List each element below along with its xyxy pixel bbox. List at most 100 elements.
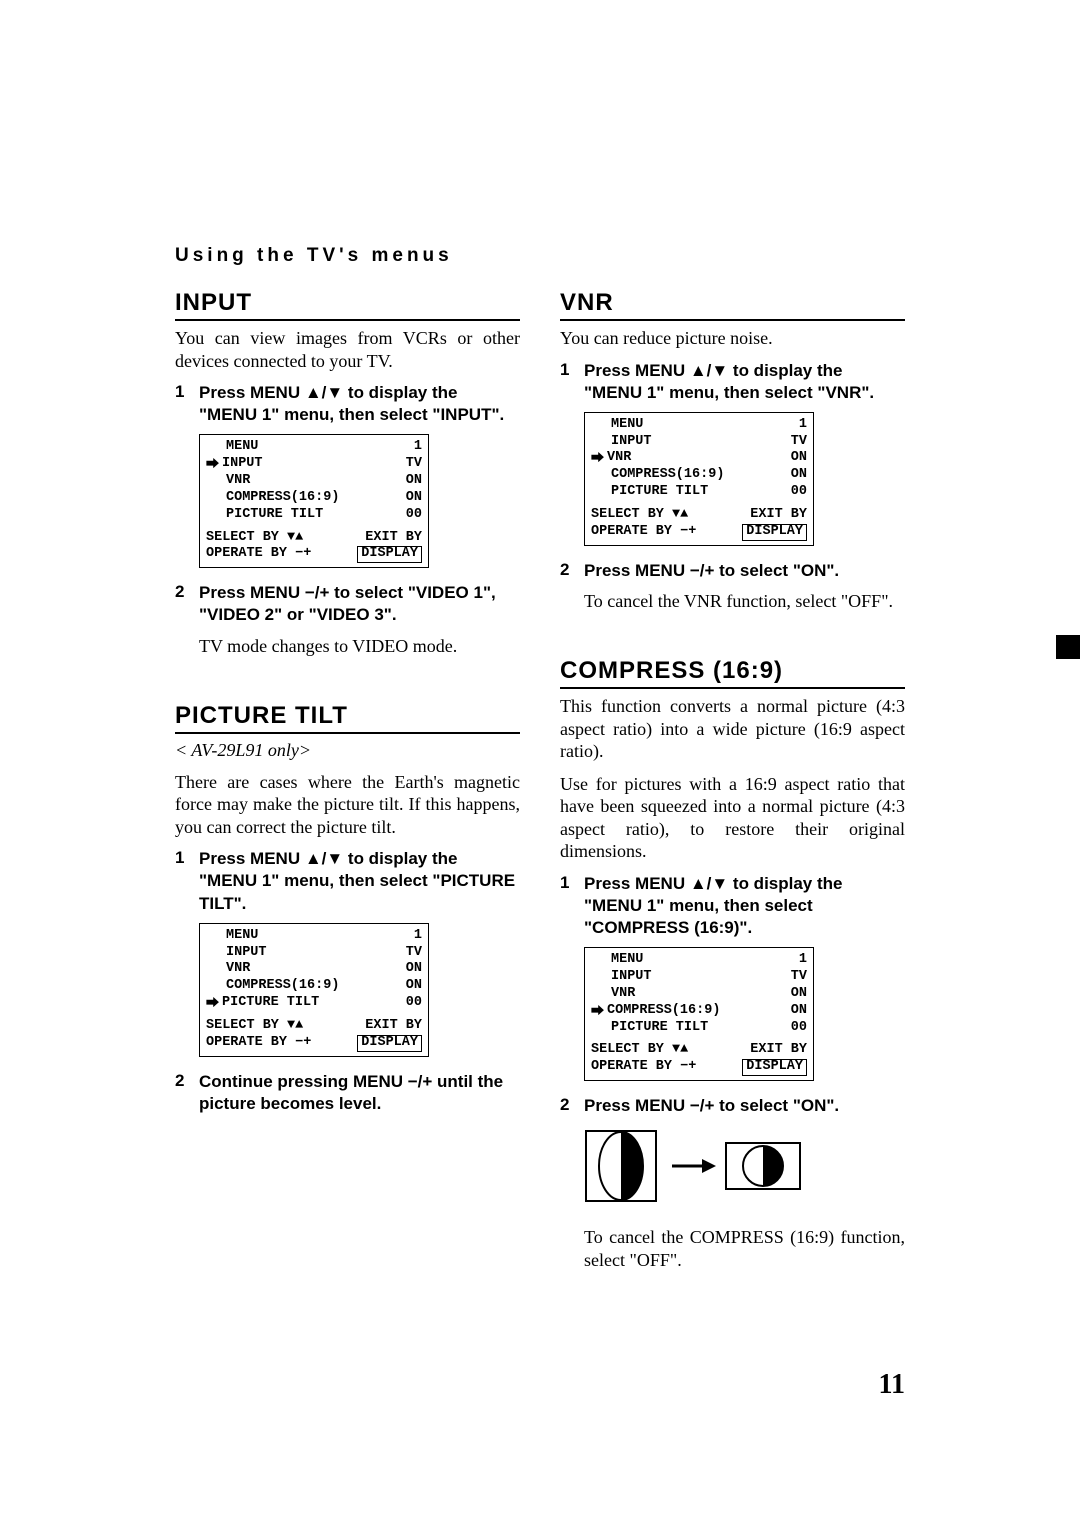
menu-row-value: 00 [406,507,422,524]
menu-row-label: VNR [611,986,635,1003]
menu-row-value: ON [406,961,422,978]
vnr-step-2: 2 Press MENU −/+ to select "ON". [560,560,905,582]
menu-header-r: 1 [799,952,807,969]
menu-row-value: 00 [791,1020,807,1037]
menu-operate-text: OPERATE BY −+ [206,1035,311,1052]
step-number: 2 [560,560,574,582]
menu-header-r: 1 [414,928,422,945]
step-text: Press MENU −/+ to select "ON". [584,560,839,582]
menu-row-label: PICTURE TILT [611,1020,708,1037]
menu-row-value: 00 [791,484,807,501]
menu-row-label: INPUT [222,456,263,473]
tilt-intro: There are cases where the Earth's magnet… [175,771,520,839]
menu-row-value: ON [791,450,807,467]
menu-screenshot-compress: MENU 1 INPUT TV VNR ON ⮕COMPRESS(16:9) ON P… [584,947,814,1081]
tilt-model-note: < AV-29L91 only> [175,740,520,761]
step-number: 2 [175,1071,189,1115]
step-text: Press MENU −/+ to select "ON". [584,1095,839,1117]
pointer-icon: ⮕ [206,997,220,1010]
menu-row-label: INPUT [611,969,652,986]
menu-row-value: ON [406,473,422,490]
compress-step-2: 2 Press MENU −/+ to select "ON". [560,1095,905,1117]
menu-row-label: INPUT [611,434,652,451]
step-number: 1 [175,848,189,914]
compress-step-1: 1 Press MENU ▲/▼ to display the "MENU 1"… [560,873,905,939]
input-step-2: 2 Press MENU −/+ to select "VIDEO 1", "V… [175,582,520,626]
step-number: 1 [560,873,574,939]
menu-row-value: TV [406,945,422,962]
menu-row-label: PICTURE TILT [222,995,319,1012]
menu-header-r: 1 [414,439,422,456]
menu-header-r: 1 [799,417,807,434]
chapter-title: Using the TV's menus [175,245,905,267]
vnr-intro: You can reduce picture noise. [560,327,905,350]
menu-header-l: MENU [226,928,258,945]
menu-row-value: TV [791,434,807,451]
section-input-title: INPUT [175,289,520,321]
menu-select-text: SELECT BY ▼▲ [206,530,311,547]
menu-operate-text: OPERATE BY −+ [206,546,311,563]
menu-exit-text: EXIT BY [742,1042,807,1059]
menu-row-label: COMPRESS(16:9) [611,467,724,484]
step-number: 2 [175,582,189,626]
menu-row-value: TV [406,456,422,473]
compress-intro1: This function converts a normal picture … [560,695,905,763]
menu-screenshot-input: MENU 1 ⮕INPUTTV VNRON COMPRESS(16:9)ON P… [199,434,429,568]
menu-header-l: MENU [226,439,258,456]
menu-header-l: MENU [611,952,643,969]
menu-row-label: VNR [226,473,250,490]
menu-screenshot-vnr: MENU 1 INPUTTV ⮕VNRON COMPRESS(16:9)ON P… [584,412,814,546]
section-vnr-title: VNR [560,289,905,321]
menu-row-value: ON [791,986,807,1003]
menu-screenshot-tilt: MENU 1 INPUTTV VNRON COMPRESS(16:9)ON ⮕P… [199,923,429,1057]
step-text: Press MENU ▲/▼ to display the "MENU 1" m… [584,873,905,939]
menu-row-label: COMPRESS(16:9) [226,490,339,507]
menu-row-label: VNR [226,961,250,978]
pointer-icon: ⮕ [591,1005,605,1018]
pointer-icon: ⮕ [206,458,220,471]
step-number: 1 [560,360,574,404]
menu-exit-text: EXIT BY [357,1018,422,1035]
menu-row-label: COMPRESS(16:9) [226,978,339,995]
vnr-step-1: 1 Press MENU ▲/▼ to display the "MENU 1"… [560,360,905,404]
tilt-step-1: 1 Press MENU ▲/▼ to display the "MENU 1"… [175,848,520,914]
step-number: 2 [560,1095,574,1117]
menu-header-l: MENU [611,417,643,434]
vnr-step2-body: To cancel the VNR function, select "OFF"… [584,590,905,613]
edge-tab-marker [1056,635,1080,659]
menu-display-box: DISPLAY [742,524,807,541]
section-tilt-title: PICTURE TILT [175,702,520,734]
menu-select-text: SELECT BY ▼▲ [206,1018,311,1035]
pointer-icon: ⮕ [591,452,605,465]
menu-row-label: COMPRESS(16:9) [607,1003,720,1020]
page-content: Using the TV's menus INPUT You can view … [175,245,905,1281]
step-number: 1 [175,382,189,426]
menu-row-label: PICTURE TILT [226,507,323,524]
menu-operate-text: OPERATE BY −+ [591,1059,696,1076]
menu-row-value: 00 [406,995,422,1012]
section-compress-title: COMPRESS (16:9) [560,657,905,689]
menu-row-label: PICTURE TILT [611,484,708,501]
two-column-layout: INPUT You can view images from VCRs or o… [175,285,905,1281]
input-step-1: 1 Press MENU ▲/▼ to display the "MENU 1"… [175,382,520,426]
input-step2-body: TV mode changes to VIDEO mode. [199,635,520,658]
menu-row-value: TV [791,969,807,986]
menu-select-text: SELECT BY ▼▲ [591,507,696,524]
aspect-ratio-diagram [584,1129,905,1214]
step-text: Press MENU ▲/▼ to display the "MENU 1" m… [199,848,520,914]
menu-select-text: SELECT BY ▼▲ [591,1042,696,1059]
page-number: 11 [879,1369,905,1401]
menu-exit-text: EXIT BY [742,507,807,524]
step-text: Press MENU ▲/▼ to display the "MENU 1" m… [584,360,905,404]
section-input-intro: You can view images from VCRs or other d… [175,327,520,372]
menu-row-value: ON [406,978,422,995]
menu-operate-text: OPERATE BY −+ [591,524,696,541]
right-column: VNR You can reduce picture noise. 1 Pres… [560,285,905,1281]
step-text: Press MENU −/+ to select "VIDEO 1", "VID… [199,582,520,626]
tilt-step-2: 2 Continue pressing MENU −/+ until the p… [175,1071,520,1115]
compress-footer: To cancel the COMPRESS (16:9) function, … [584,1226,905,1271]
left-column: INPUT You can view images from VCRs or o… [175,285,520,1281]
menu-display-box: DISPLAY [742,1059,807,1076]
menu-row-value: ON [791,1003,807,1020]
menu-display-box: DISPLAY [357,546,422,563]
